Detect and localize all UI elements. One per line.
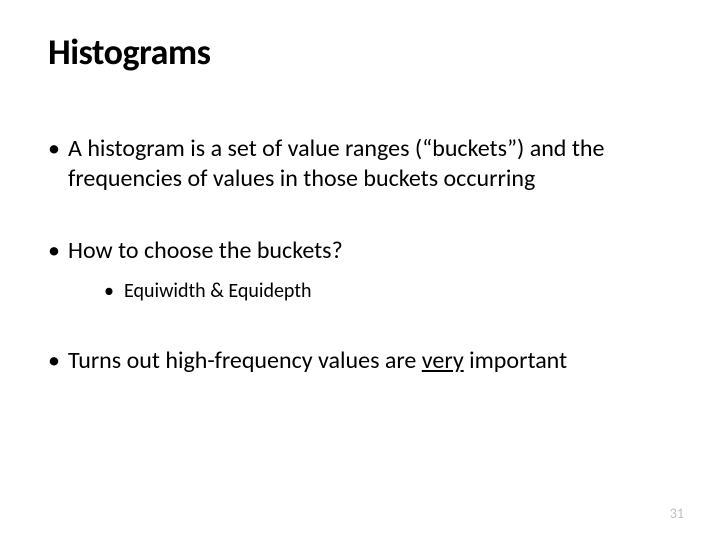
bullet-list: A histogram is a set of value ranges (“b… <box>48 134 672 376</box>
slide-content: Histograms A histogram is a set of value… <box>0 0 720 540</box>
sub-bullet-list: Equiwidth & Equidepth <box>68 278 672 304</box>
bullet-item-4: Turns out high-frequency values are very… <box>48 346 672 376</box>
bullet-emphasis: very <box>422 346 464 375</box>
bullet-text: How to choose the buckets? <box>68 236 343 265</box>
slide-title: Histograms <box>48 30 672 74</box>
bullet-item-2: How to choose the buckets? Equiwidth & E… <box>48 236 672 304</box>
bullet-item-3: Equiwidth & Equidepth <box>68 278 672 304</box>
bullet-suffix: important <box>464 346 567 375</box>
page-number: 31 <box>670 505 684 522</box>
bullet-prefix: Turns out high-frequency values are <box>68 346 422 375</box>
bullet-item-1: A histogram is a set of value ranges (“b… <box>48 134 672 194</box>
